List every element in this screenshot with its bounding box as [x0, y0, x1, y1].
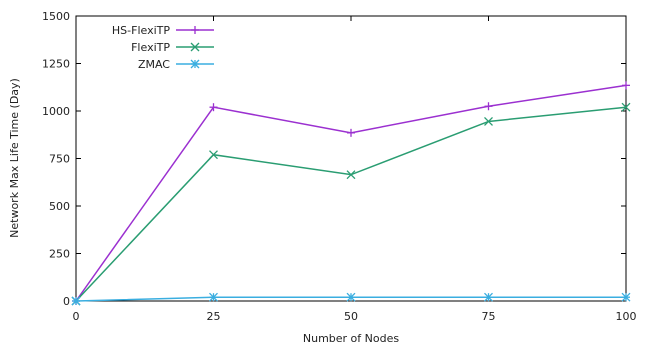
legend-item: ZMAC	[138, 58, 214, 71]
data-point	[484, 116, 493, 126]
data-point	[621, 292, 631, 302]
y-tick-label: 1250	[42, 58, 70, 71]
data-point	[209, 103, 218, 112]
data-point	[484, 102, 493, 111]
axes: 0 250 500 750 1000 1250 1500 0 25 50 75 100	[42, 10, 637, 323]
data-point	[622, 81, 630, 90]
data-point	[209, 150, 218, 160]
data-point	[346, 292, 356, 302]
data-point	[209, 292, 218, 302]
y-tick-label: 250	[49, 248, 70, 261]
data-point	[346, 170, 356, 180]
legend-label: HS-FlexiTP	[112, 24, 170, 37]
legend: HS-FlexiTP FlexiTP ZMAC	[112, 24, 214, 71]
data-point	[71, 296, 81, 306]
y-tick-label: 1500	[42, 10, 70, 23]
x-tick-label: 50	[344, 310, 358, 323]
y-axis-title: Network Max Life Time (Day)	[8, 78, 21, 238]
data-point	[621, 102, 631, 112]
legend-label: FlexiTP	[131, 41, 170, 54]
x-tick-label: 100	[616, 310, 637, 323]
legend-marker	[191, 26, 199, 34]
series-layer	[71, 81, 631, 306]
x-axis-title: Number of Nodes	[303, 332, 399, 345]
legend-marker	[190, 42, 200, 52]
x-tick-label: 75	[482, 310, 496, 323]
legend-item: HS-FlexiTP	[112, 24, 214, 37]
legend-label: ZMAC	[138, 58, 170, 71]
y-tick-label: 500	[49, 200, 70, 213]
legend-marker	[190, 59, 200, 69]
data-point	[484, 292, 493, 302]
data-point	[347, 128, 355, 137]
y-tick-label: 750	[49, 153, 70, 166]
legend-item: FlexiTP	[131, 41, 214, 54]
x-tick-label: 25	[207, 310, 221, 323]
y-tick-label: 1000	[42, 105, 70, 118]
y-tick-label: 0	[63, 295, 70, 308]
series-hs-flexitp	[72, 81, 630, 305]
series-zmac	[71, 292, 631, 306]
series-line	[75, 84, 627, 302]
x-tick-label: 0	[73, 310, 80, 323]
